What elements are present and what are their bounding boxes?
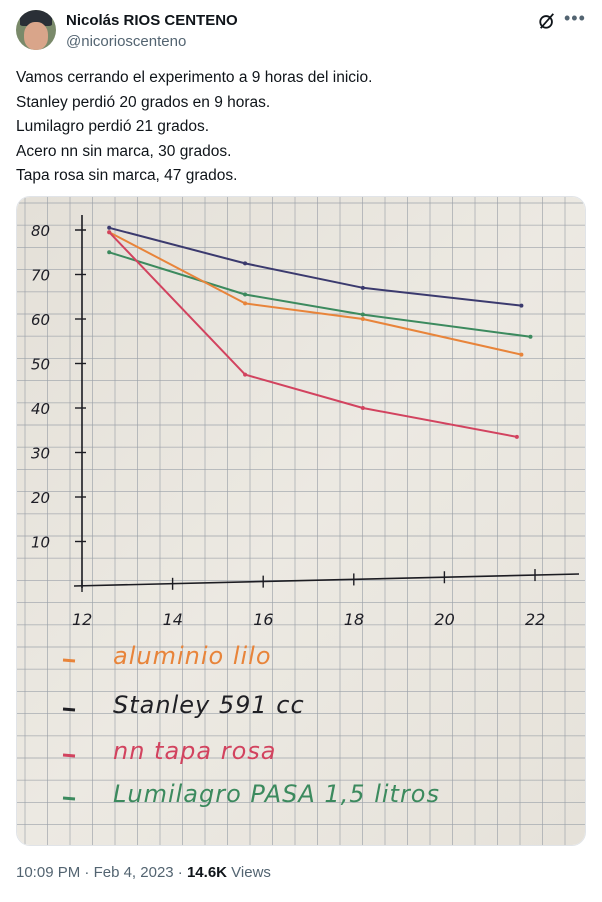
- y-tick-label: 40: [31, 400, 50, 418]
- legend-label: aluminio lilo: [113, 642, 272, 670]
- tweet-line: Lumilagro perdió 21 grados.: [16, 118, 210, 135]
- axes: [73, 215, 580, 588]
- grok-icon[interactable]: [538, 12, 556, 30]
- series-point: [243, 301, 248, 306]
- series-line: [108, 231, 522, 356]
- y-tick-label: 10: [31, 534, 50, 552]
- series-point: [360, 406, 365, 410]
- x-tick-label: 14: [163, 610, 183, 629]
- legend: aluminio lilo Stanley 591 cc nn tapa rosa L…: [62, 642, 440, 808]
- handwritten-chart: 80 70 60 50 40 30 20 10 12 14 16 18 20 22 aluminio li…: [17, 197, 585, 845]
- y-tick-label: 70: [31, 267, 50, 285]
- x-tick-label: 12: [72, 610, 92, 629]
- paper-background: [17, 197, 585, 845]
- series-point: [243, 261, 248, 266]
- y-tick-label: 80: [31, 222, 50, 240]
- series-line: [108, 231, 518, 438]
- series-point: [243, 372, 248, 377]
- series-point: [528, 334, 533, 339]
- meta-separator: ·: [177, 864, 183, 881]
- series-point: [514, 434, 519, 439]
- tweet-photo[interactable]: 80 70 60 50 40 30 20 10 12 14 16 18 20 22 aluminio li…: [16, 196, 586, 846]
- legend-label: Lumilagro PASA 1,5 litros: [113, 780, 440, 808]
- author-avatar[interactable]: [16, 10, 56, 50]
- series-point: [360, 317, 365, 321]
- y-tick-label: 60: [31, 311, 50, 329]
- tweet-line: Vamos cerrando el experimento a 9 horas …: [16, 69, 373, 86]
- series-point: [519, 352, 524, 357]
- series-point: [107, 250, 112, 255]
- series-point: [519, 303, 524, 308]
- series: [107, 225, 533, 439]
- y-tick-label: 20: [31, 489, 50, 507]
- avatar-face: [24, 22, 48, 50]
- tweet-line: Acero nn sin marca, 30 grados.: [16, 142, 232, 160]
- x-tick-label: 22: [525, 610, 545, 629]
- series-line: [108, 251, 531, 338]
- tweet-time[interactable]: 10:09 PM: [16, 864, 81, 881]
- series-point: [360, 312, 365, 317]
- tweet-meta: 10:09 PM · Feb 4, 2023 · 14.6K Views: [16, 864, 271, 881]
- avatar-hat: [20, 10, 52, 26]
- views-label: Views: [231, 864, 271, 881]
- ticks: 80 70 60 50 40 30 20 10 12 14 16 18 20 22: [31, 222, 545, 629]
- x-tick-label: 18: [344, 610, 364, 629]
- tweet-date[interactable]: Feb 4, 2023: [93, 864, 174, 881]
- tweet-text: Vamos cerrando el experimento a 9 horas …: [16, 66, 576, 189]
- x-tick-label: 20: [434, 610, 454, 629]
- tweet-line: Tapa rosa sin marca, 47 grados.: [16, 167, 238, 184]
- more-icon[interactable]: •••: [564, 8, 586, 28]
- legend-dash: [62, 796, 76, 801]
- legend-dash: [62, 707, 76, 712]
- y-tick-label: 50: [31, 356, 50, 374]
- tweet-line: Stanley perdió 20 grados en 9 horas.: [16, 93, 271, 111]
- y-tick-label: 30: [31, 445, 50, 463]
- x-tick-label: 16: [253, 610, 273, 629]
- author-handle[interactable]: @nicorioscenteno: [66, 33, 187, 50]
- series-point: [243, 292, 248, 297]
- x-axis: [73, 573, 580, 587]
- series-point: [107, 230, 112, 235]
- series-line: [108, 226, 522, 307]
- legend-dash: [62, 658, 76, 663]
- legend-label: Stanley 591 cc: [113, 691, 305, 719]
- series-point: [360, 285, 365, 290]
- legend-label: nn tapa rosa: [113, 737, 277, 765]
- series-point: [107, 225, 112, 230]
- meta-separator: ·: [84, 864, 90, 881]
- author-name[interactable]: Nicolás RIOS CENTENO: [66, 12, 238, 29]
- views-count: 14.6K: [186, 864, 227, 881]
- grid: [17, 197, 585, 845]
- legend-dash: [62, 753, 76, 758]
